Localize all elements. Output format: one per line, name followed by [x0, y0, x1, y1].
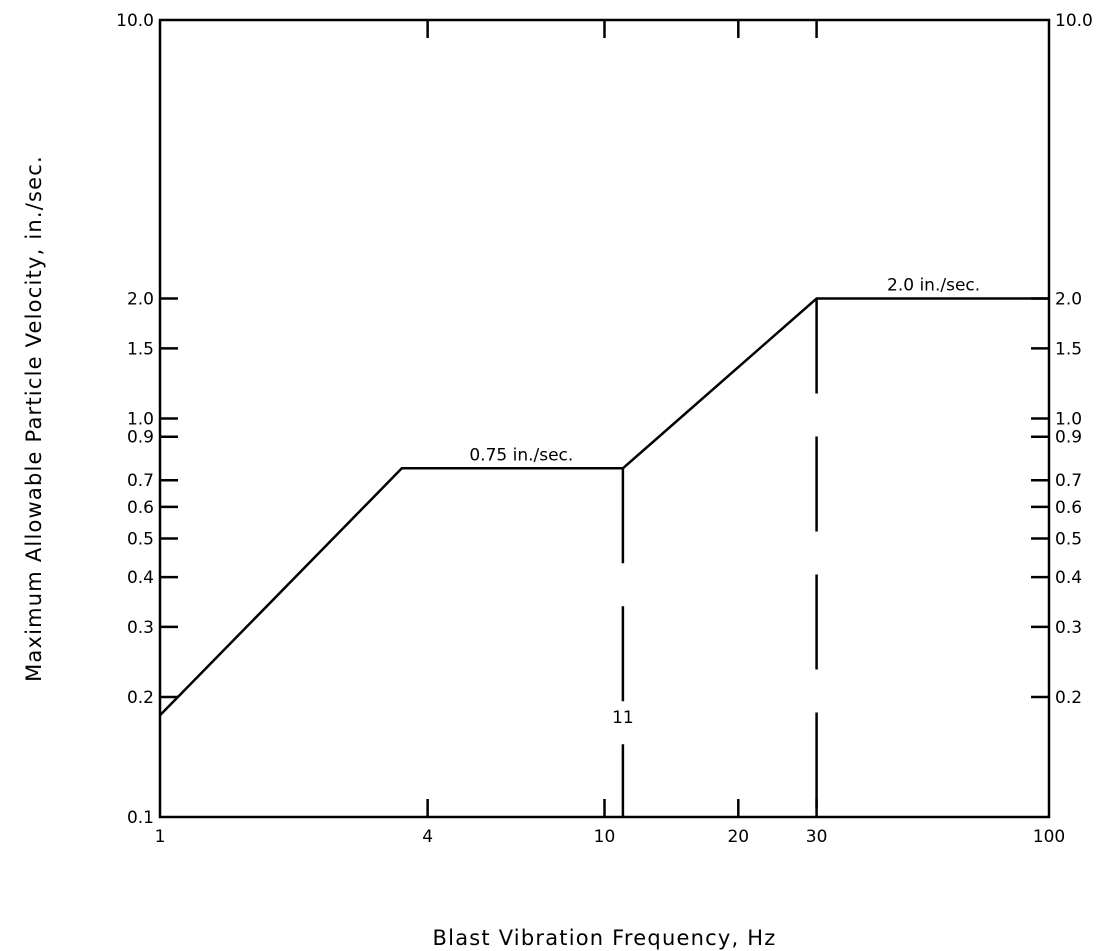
y-tick-label-left: 2.0 [127, 290, 154, 310]
y-tick-label-left: 0.2 [127, 688, 154, 708]
annotation-label: 2.0 in./sec. [887, 276, 980, 296]
y-tick-label-right: 2.0 [1055, 290, 1082, 310]
reference-label-bg [613, 706, 632, 729]
y-tick-label-left: 0.4 [127, 568, 154, 588]
x-axis-title: Blast Vibration Frequency, Hz [433, 926, 777, 950]
y-tick-label-right: 1.5 [1055, 339, 1082, 359]
y-axis-title: Maximum Allowable Particle Velocity, in.… [22, 155, 46, 682]
y-tick-label-left: 0.1 [127, 808, 154, 828]
series-line [159, 297, 1049, 717]
reference-line-label: 11 [612, 708, 634, 728]
x-tick-label: 10 [594, 827, 616, 847]
series-layer [159, 297, 1049, 717]
x-tick-label: 20 [727, 827, 749, 847]
tick-labels: 0.10.20.30.40.50.60.70.91.01.52.010.00.2… [116, 11, 1093, 847]
y-tick-label-right: 0.6 [1055, 498, 1082, 518]
y-tick-label-left: 0.9 [127, 428, 154, 448]
y-tick-label-right: 1.0 [1055, 410, 1082, 430]
y-tick-label-left: 0.6 [127, 498, 154, 518]
y-tick-label-right: 0.7 [1055, 471, 1082, 491]
y-tick-label-left: 0.5 [127, 529, 154, 549]
y-tick-label-right: 0.3 [1055, 618, 1082, 638]
tick-marks [160, 20, 1049, 817]
reference-lines: 11 [612, 298, 818, 817]
y-tick-label-left: 10.0 [116, 11, 154, 31]
y-tick-label-left: 0.7 [127, 471, 154, 491]
y-tick-label-left: 0.3 [127, 618, 154, 638]
y-tick-label-right: 0.4 [1055, 568, 1082, 588]
y-tick-label-left: 1.0 [127, 410, 154, 430]
x-tick-label: 4 [422, 827, 433, 847]
y-tick-label-right: 10.0 [1055, 11, 1093, 31]
x-tick-label: 1 [155, 827, 166, 847]
x-tick-label: 30 [806, 827, 828, 847]
x-tick-label: 100 [1033, 827, 1065, 847]
y-tick-label-right: 0.9 [1055, 428, 1082, 448]
y-tick-label-left: 1.5 [127, 339, 154, 359]
y-tick-label-right: 0.5 [1055, 529, 1082, 549]
y-tick-label-right: 0.2 [1055, 688, 1082, 708]
plot-frame [158, 18, 1051, 819]
annotation-label: 0.75 in./sec. [469, 445, 573, 465]
